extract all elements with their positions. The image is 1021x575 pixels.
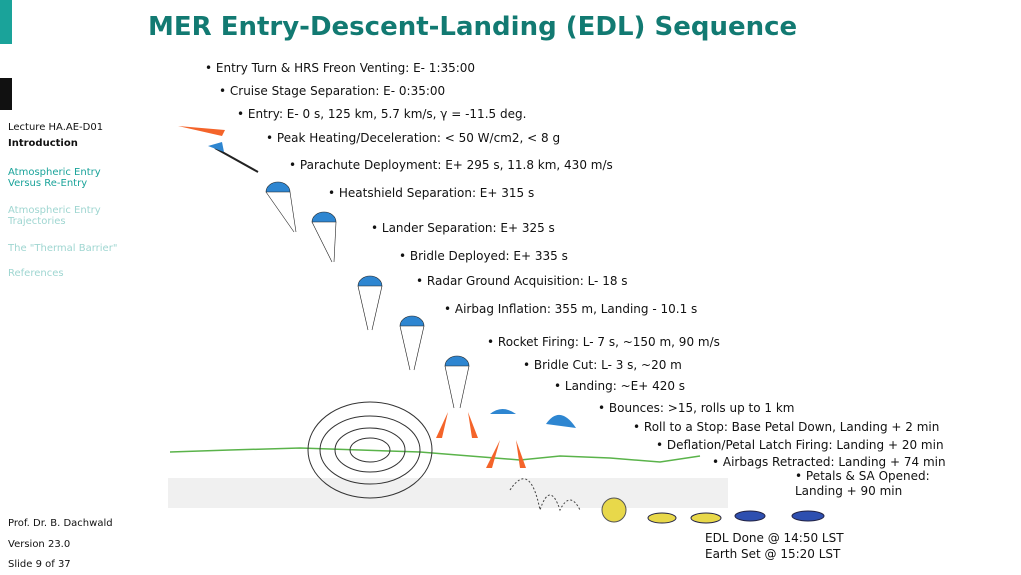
aeroshell (208, 142, 224, 152)
closing-note: EDL Done @ 14:50 LST (705, 531, 844, 545)
final-step: • Petals & SA Opened: (795, 469, 930, 483)
step: • Bridle Cut: L- 3 s, ~20 m (523, 358, 682, 372)
step: • Radar Ground Acquisition: L- 18 s (416, 274, 628, 288)
step: • Airbag Inflation: 355 m, Landing - 10.… (444, 302, 698, 316)
closing-note: Earth Set @ 15:20 LST (705, 547, 841, 561)
aeroshell-trail (214, 147, 259, 173)
slide-title: MER Entry-Descent-Landing (EDL) Sequence (148, 12, 798, 42)
step: • Roll to a Stop: Base Petal Down, Landi… (633, 420, 940, 434)
lecture-code: Lecture HA.AE-D01 (8, 122, 104, 133)
step: • Bridle Deployed: E+ 335 s (399, 249, 568, 263)
nav-item[interactable]: Atmospheric Entry Trajectories (8, 205, 101, 227)
step: • Cruise Stage Separation: E- 0:35:00 (219, 84, 446, 98)
nav-item[interactable]: Atmospheric Entry Versus Re-Entry (8, 167, 101, 189)
step: • Heatshield Separation: E+ 315 s (328, 186, 535, 200)
logo-bar (0, 78, 12, 110)
step: • Peak Heating/Deceleration: < 50 W/cm2,… (266, 131, 561, 145)
horizon (169, 447, 701, 463)
ground-dust (168, 478, 728, 508)
section: Introduction (8, 138, 78, 149)
logo-bar (0, 0, 12, 44)
step: • Entry: E- 0 s, 125 km, 5.7 km/s, γ = -… (237, 107, 527, 121)
rocket-plumes (436, 412, 526, 468)
parachutes (265, 181, 470, 409)
lander-bounce (546, 414, 576, 428)
landers (601, 497, 825, 524)
nav-item[interactable]: References (8, 268, 64, 279)
step: • Bounces: >15, rolls up to 1 km (598, 401, 795, 415)
author: Prof. Dr. B. Dachwald (8, 518, 113, 529)
bounce-path (509, 478, 581, 512)
step: • Airbags Retracted: Landing + 74 min (712, 455, 946, 469)
entry-plume (178, 126, 225, 136)
step: • Lander Separation: E+ 325 s (371, 221, 555, 235)
step: • Deflation/Petal Latch Firing: Landing … (656, 438, 944, 452)
slide-number: Slide 9 of 37 (8, 559, 71, 570)
step: • Entry Turn & HRS Freon Venting: E- 1:3… (205, 61, 476, 75)
radar-waves (307, 401, 433, 499)
step: • Landing: ~E+ 420 s (554, 379, 686, 393)
step: • Parachute Deployment: E+ 295 s, 11.8 k… (289, 158, 613, 172)
final-step: Landing + 90 min (795, 484, 903, 498)
lander-bounce (490, 409, 516, 414)
step: • Rocket Firing: L- 7 s, ~150 m, 90 m/s (487, 335, 720, 349)
nav-item[interactable]: The "Thermal Barrier" (8, 243, 118, 254)
version: Version 23.0 (8, 539, 71, 550)
